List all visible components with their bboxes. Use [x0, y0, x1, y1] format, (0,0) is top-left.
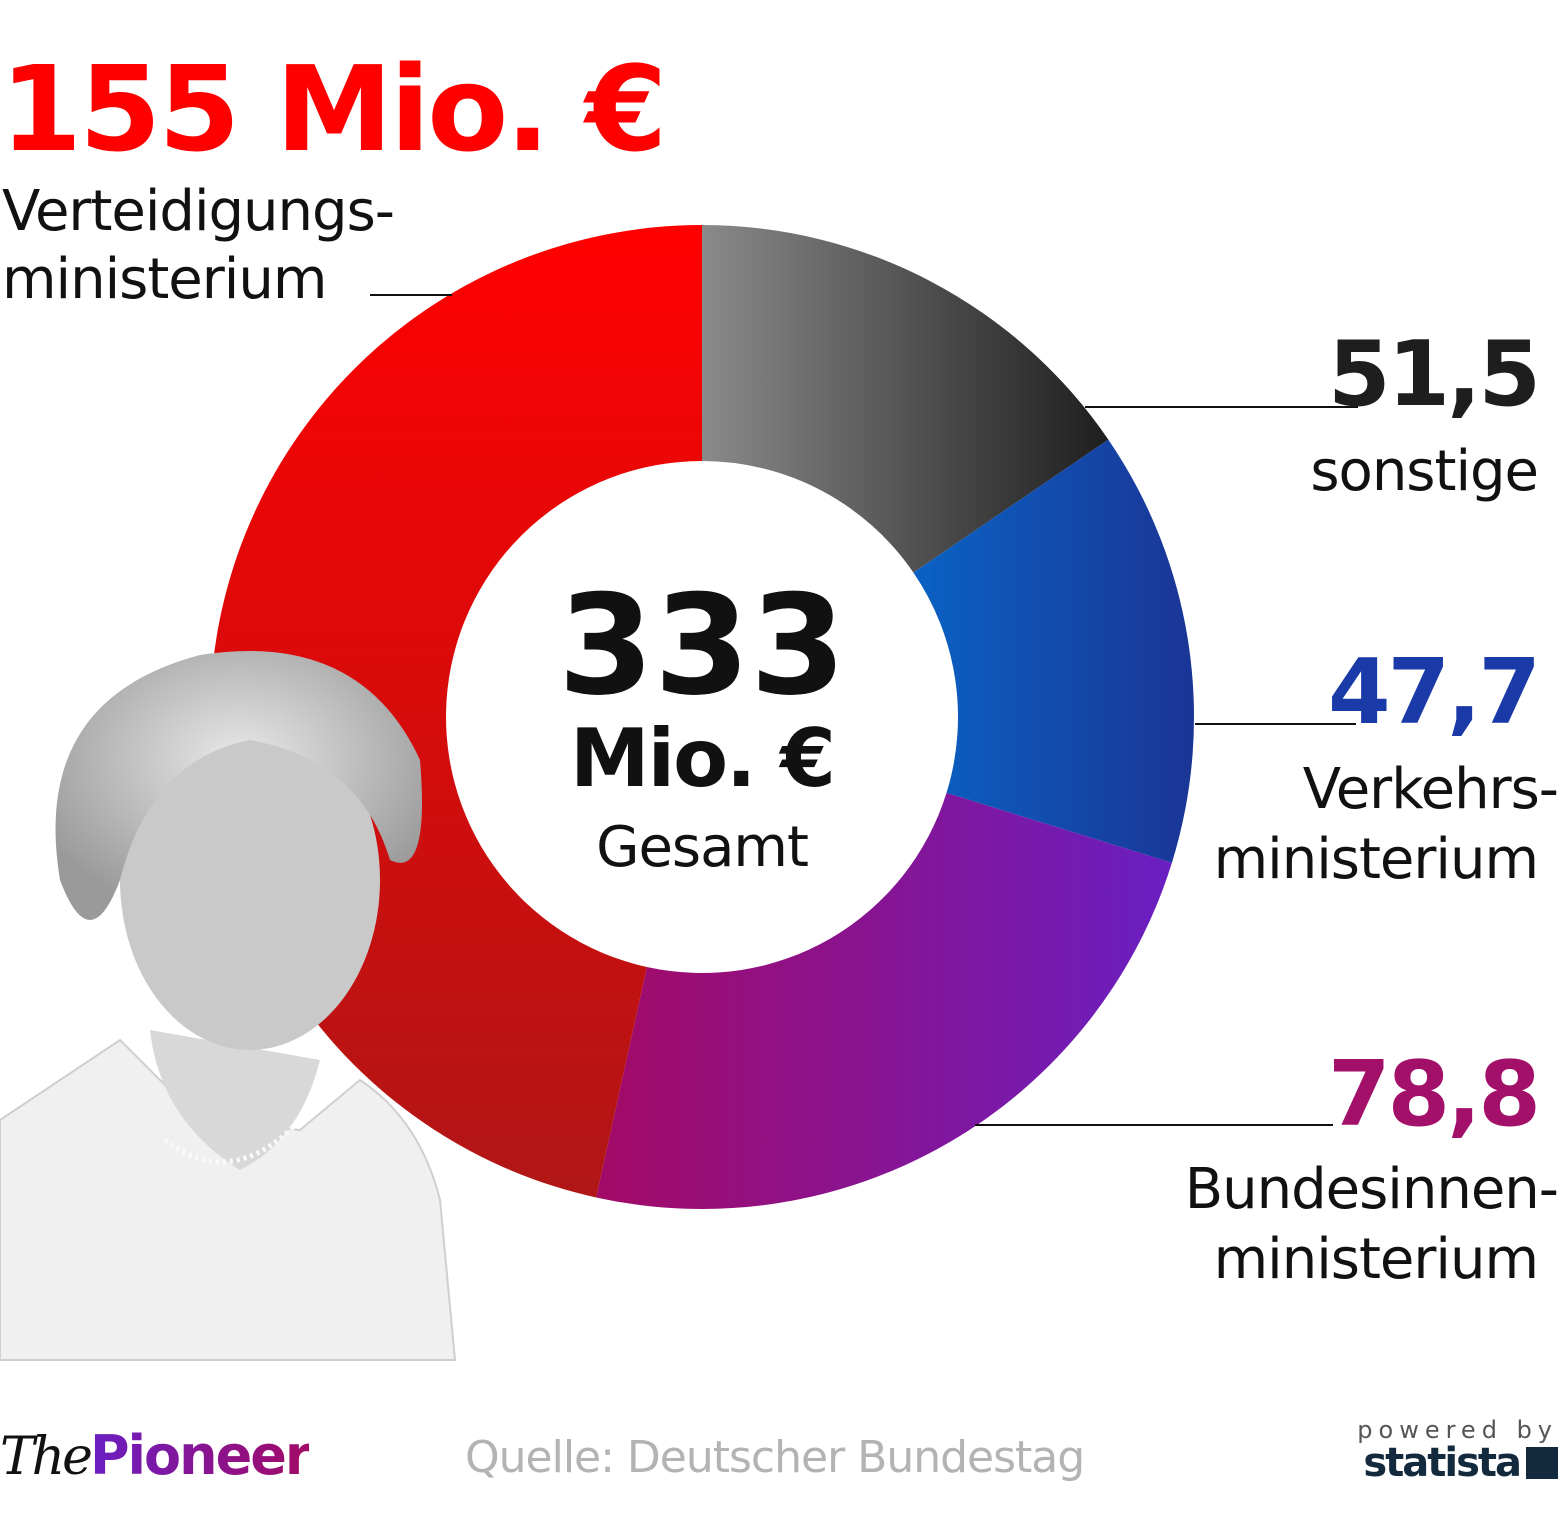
- center-caption: Gesamt: [596, 815, 809, 880]
- donut-slice-sonstige: [702, 225, 1109, 573]
- other-label: sonstige: [1310, 439, 1539, 504]
- thepioneer-logo: ThePioneer: [0, 1424, 312, 1487]
- statista-icon: [1526, 1447, 1558, 1479]
- center-total-value: 333: [557, 565, 847, 726]
- defense-value: 155 Mio. €: [0, 40, 667, 178]
- center-total-unit: Mio. €: [570, 712, 836, 805]
- donut-slice-bundesinnenministerium: [596, 792, 1172, 1209]
- interior-label-line2: ministerium: [1213, 1227, 1539, 1292]
- interior-value: 78,8: [1327, 1042, 1541, 1147]
- source-note: Quelle: Deutscher Bundestag: [465, 1432, 1085, 1483]
- interior-label-line1: Bundesinnen-: [1184, 1157, 1559, 1222]
- defense-label-line1: Verteidigungs-: [2, 179, 395, 244]
- transport-label-line2: ministerium: [1213, 827, 1539, 892]
- portrait-photo: [0, 650, 457, 1361]
- logo-pioneer: Pioneer: [89, 1424, 312, 1487]
- defense-label-line2: ministerium: [2, 247, 327, 312]
- donut-slice-verkehrsministerium: [913, 439, 1194, 863]
- other-value: 51,5: [1327, 322, 1541, 427]
- statista-wordmark: statista: [1363, 1440, 1522, 1486]
- powered-by-label: powered by: [1357, 1416, 1558, 1444]
- statista-logo: statista: [1363, 1440, 1558, 1486]
- transport-label-line1: Verkehrs-: [1302, 757, 1559, 822]
- logo-the: The: [0, 1427, 93, 1487]
- transport-value: 47,7: [1327, 640, 1541, 745]
